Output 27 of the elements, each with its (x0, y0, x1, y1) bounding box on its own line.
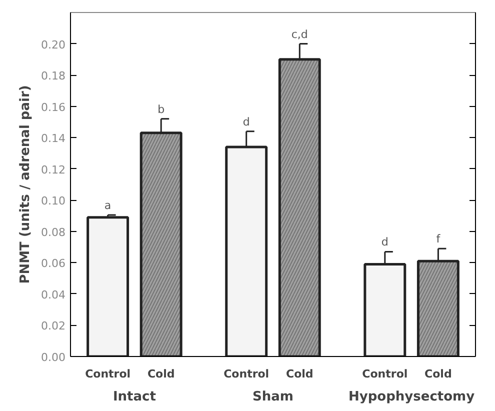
y-tick-label: 0.02 (41, 320, 66, 333)
x-tick-label: Cold (147, 368, 175, 380)
y-tick-label: 0.00 (41, 351, 66, 364)
y-tick-label: 0.14 (41, 132, 66, 146)
y-axis-title: PNMT (units / adrenal pair) (18, 85, 34, 284)
x-tick-label: Control (362, 368, 408, 380)
data-label: c,d (291, 28, 308, 41)
data-label: a (104, 198, 112, 212)
y-tick-label: 0.10 (41, 194, 66, 208)
y-tick-label: 0.06 (41, 257, 66, 270)
x-tick-label: Cold (424, 368, 452, 380)
y-tick-label: 0.08 (41, 226, 66, 239)
x-tick-label: Control (85, 368, 131, 380)
x-tick-label: Cold (286, 368, 314, 380)
y-tick-label: 0.20 (41, 38, 66, 52)
data-label: b (158, 102, 165, 116)
y-tick-label: 0.18 (41, 70, 66, 83)
y-tick-label: 0.04 (41, 288, 66, 302)
y-tick-label: 0.12 (41, 163, 66, 176)
data-label: d (242, 115, 250, 128)
text: Intact (112, 390, 156, 404)
y-tick-label: 0.16 (41, 100, 66, 114)
text: Hypophysectomy (348, 390, 476, 404)
x-tick-label: Control (224, 368, 270, 380)
data-label: f (436, 232, 442, 246)
data-label: d (381, 236, 388, 249)
text: Sham (252, 390, 294, 404)
